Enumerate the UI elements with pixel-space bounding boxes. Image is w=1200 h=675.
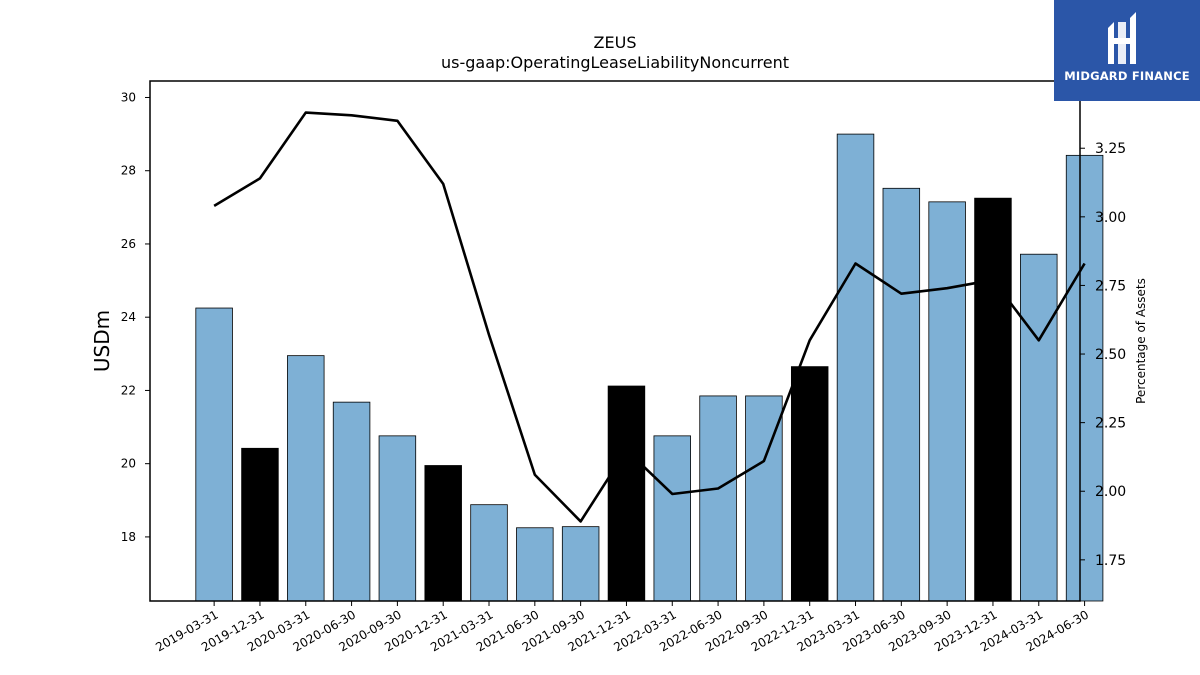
bar — [882, 187, 921, 602]
x-axis: 2019-03-312019-12-312020-03-312020-06-30… — [153, 601, 1091, 654]
bar — [836, 133, 875, 602]
midgard-logo-icon — [1108, 12, 1136, 64]
y-axis-label: USDm — [90, 310, 114, 372]
bar — [699, 395, 737, 602]
bar — [241, 447, 279, 602]
bar — [287, 355, 325, 602]
y2-tick-label: 2.25 — [1095, 416, 1126, 432]
bar — [470, 504, 508, 602]
bar — [561, 526, 600, 602]
y2-tick-label: 2.75 — [1095, 278, 1126, 294]
y-tick-label: 20 — [121, 457, 136, 471]
y2-tick-label: 3.00 — [1095, 210, 1126, 226]
bar — [1065, 154, 1104, 602]
y2-tick-label: 2.50 — [1095, 347, 1126, 363]
brand-logo: MIDGARD FINANCE — [1054, 0, 1200, 101]
chart-title: ZEUS — [594, 33, 637, 52]
logo-text: MIDGARD FINANCE — [1064, 69, 1190, 83]
y-tick-label: 24 — [121, 310, 136, 324]
left-axis: 18 20 22 24 26 28 30 — [121, 90, 150, 544]
y-tick-label: 22 — [121, 383, 136, 397]
y2-tick-label: 3.25 — [1095, 141, 1126, 157]
bar — [195, 307, 233, 602]
y2-tick-label: 2.00 — [1095, 484, 1126, 500]
bar — [516, 527, 554, 602]
line-group — [213, 111, 1086, 523]
bar — [1020, 253, 1058, 602]
chart-subtitle: us-gaap:OperatingLeaseLiabilityNoncurren… — [441, 53, 789, 72]
bar — [974, 197, 1012, 602]
y2-tick-label: 1.75 — [1095, 553, 1126, 569]
series-line — [213, 111, 1086, 523]
bar — [378, 435, 417, 602]
bar — [653, 435, 691, 602]
bar — [607, 385, 646, 602]
bar — [790, 366, 829, 602]
bar-group — [195, 133, 1104, 602]
y-tick-label: 28 — [121, 164, 136, 178]
y2-axis-label: Percentage of Assets — [1134, 278, 1148, 404]
y-tick-label: 30 — [121, 90, 136, 104]
bar — [332, 401, 371, 602]
bar — [928, 201, 966, 602]
right-axis: 1.75 2.00 2.25 2.50 2.75 3.00 3.25 — [1080, 141, 1126, 569]
y-tick-label: 18 — [121, 530, 136, 544]
plot-frame — [149, 80, 1081, 602]
bar — [424, 465, 462, 602]
y-tick-label: 26 — [121, 237, 136, 251]
